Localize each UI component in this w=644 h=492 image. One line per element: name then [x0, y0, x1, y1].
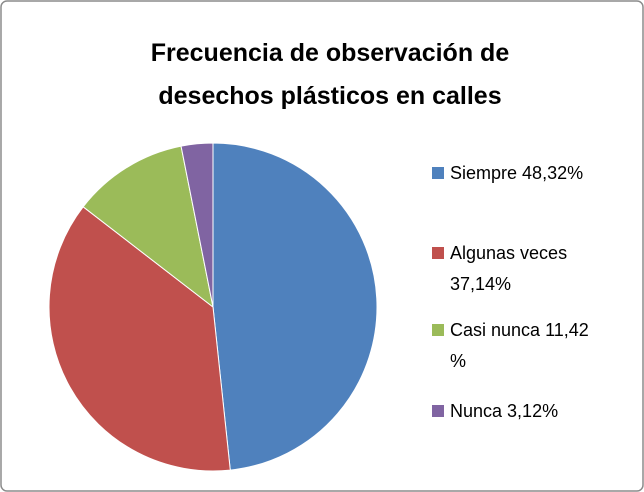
legend-label: Nunca — [450, 401, 503, 421]
legend-label: Algunas veces — [450, 243, 568, 263]
legend-swatch — [432, 167, 444, 179]
chart-title: Frecuencia de observación de desechos pl… — [150, 39, 510, 110]
legend-swatch — [432, 324, 444, 336]
pie-slice — [180, 142, 214, 308]
legend-swatch — [432, 247, 444, 259]
pie-slice — [212, 142, 378, 471]
legend-value: 3,12% — [507, 401, 559, 421]
legend-value: 11,42 % — [450, 320, 589, 371]
legend-text: Nunca 3,12% — [450, 396, 600, 427]
legend-label: Casi nunca — [450, 320, 541, 340]
legend-text: Algunas veces 37,14% — [450, 238, 600, 300]
legend-text: Siempre 48,32% — [450, 158, 600, 189]
legend-label: Siempre — [450, 163, 518, 183]
legend-text: Casi nunca 11,42 % — [450, 315, 600, 377]
pie-slice — [48, 206, 231, 472]
pie-slice — [82, 145, 214, 309]
legend-value: 48,32% — [522, 163, 584, 183]
legend-value: 37,14% — [450, 274, 512, 294]
legend-swatch — [432, 405, 444, 417]
